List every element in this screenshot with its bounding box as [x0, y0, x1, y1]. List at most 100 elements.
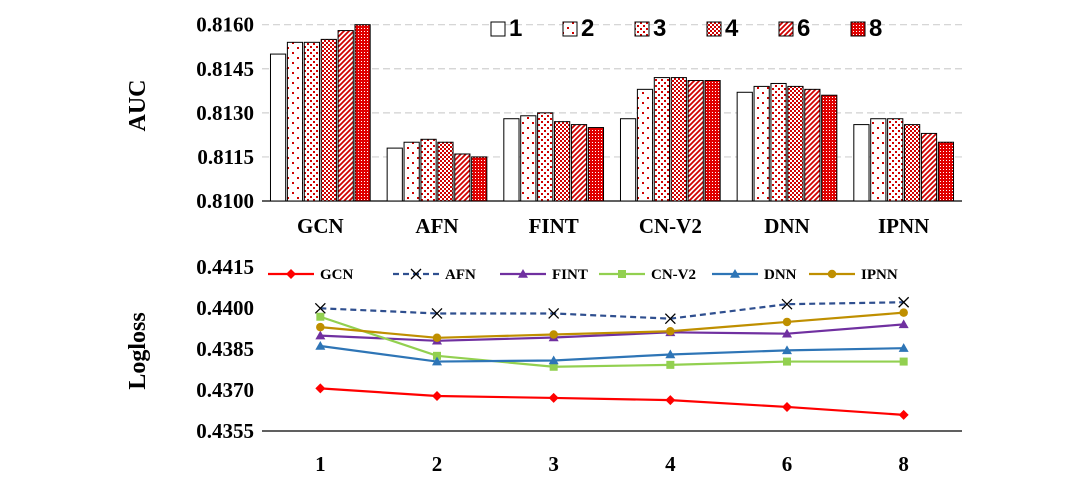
bar [386, 147, 403, 202]
bar [821, 94, 838, 202]
y-tick-label: 0.4415 [196, 255, 254, 279]
x-tick-label: IPNN [878, 214, 929, 238]
legend-swatch [706, 21, 722, 37]
legend-label: GCN [320, 267, 354, 283]
point-marker [782, 328, 792, 338]
point-marker [730, 269, 740, 278]
bar [554, 121, 571, 202]
bar [337, 30, 354, 202]
bar [354, 24, 371, 202]
legend-label: DNN [764, 267, 797, 283]
x-tick-label: 3 [548, 452, 559, 476]
bar [870, 118, 887, 202]
x-tick-label: AFN [415, 214, 458, 238]
bar [420, 138, 437, 202]
point-marker [666, 326, 675, 336]
point-marker [316, 312, 325, 321]
legend-swatch [562, 21, 578, 37]
legend-label: 8 [869, 15, 882, 42]
bar [619, 118, 637, 202]
bar [636, 88, 654, 202]
point-marker [316, 322, 325, 332]
point-marker [782, 345, 792, 355]
point-marker [431, 308, 443, 319]
x-tick-label: 2 [432, 452, 443, 476]
legend-swatch [490, 21, 506, 37]
bar [804, 88, 821, 202]
bar [403, 141, 420, 202]
legend-label: 1 [509, 15, 522, 42]
legend-swatch [850, 21, 866, 37]
bar [320, 38, 337, 202]
point-marker [781, 298, 793, 310]
y-tick-label: 0.4385 [196, 337, 254, 361]
x-tick-label: DNN [764, 214, 810, 238]
y-tick-label: 0.8100 [196, 189, 254, 213]
bar [454, 153, 471, 202]
legend-label: IPNN [861, 267, 898, 283]
point-marker [899, 357, 908, 366]
bar [520, 115, 537, 202]
legend-label: CN-V2 [651, 267, 696, 283]
bar [653, 77, 670, 202]
bar [269, 53, 287, 202]
y-tick-label: 0.8145 [196, 57, 254, 81]
series-line [320, 311, 904, 339]
legend-swatch [634, 21, 650, 37]
point-marker [432, 391, 442, 402]
legend-label: 6 [797, 15, 810, 42]
point-marker [548, 355, 559, 365]
point-marker [432, 333, 442, 343]
point-marker [782, 317, 792, 327]
point-marker [315, 340, 326, 350]
y-axis-label: Logloss [125, 312, 151, 389]
bar [937, 141, 955, 202]
bar [887, 118, 904, 202]
logloss-line-chart: 0.4355 0.4370 0.4385 0.4400 0.4415 1 2 3 4 6 8 GCN A… [125, 255, 962, 476]
point-marker [432, 356, 442, 366]
bar [687, 80, 704, 202]
point-marker [899, 308, 908, 317]
y-tick-label: 0.4370 [196, 378, 254, 402]
bar [920, 132, 938, 202]
point-marker [782, 401, 792, 412]
bar [736, 91, 753, 202]
legend-label: AFN [445, 267, 476, 283]
point-marker [665, 349, 676, 359]
point-marker [898, 409, 909, 420]
bar [503, 118, 520, 202]
bar [570, 124, 588, 202]
series-line [320, 323, 904, 342]
legend-label: FINT [552, 267, 588, 283]
point-marker [433, 351, 441, 360]
point-marker [518, 269, 528, 278]
point-marker [548, 308, 560, 319]
series-line [320, 387, 904, 416]
x-tick-label: FINT [529, 214, 579, 238]
x-tick-label: CN-V2 [639, 214, 702, 238]
y-tick-label: 0.8160 [196, 13, 254, 37]
series-line [320, 344, 904, 363]
bar [437, 141, 454, 202]
bar [303, 41, 320, 202]
point-marker [315, 330, 326, 340]
x-tick-label: GCN [297, 214, 344, 238]
bar [787, 85, 804, 202]
series-line [319, 315, 904, 368]
bar [753, 85, 770, 202]
point-marker [898, 319, 909, 329]
series-line [320, 301, 904, 320]
point-marker [665, 395, 676, 406]
bar [587, 127, 605, 202]
y-tick-label: 0.4400 [196, 296, 254, 320]
point-marker [548, 392, 559, 403]
point-marker [549, 330, 558, 339]
bar [286, 41, 304, 202]
point-marker [314, 302, 326, 314]
bar [537, 112, 554, 202]
bar [770, 82, 787, 202]
point-marker [618, 270, 626, 278]
y-axis-label: AUC [125, 80, 151, 132]
point-marker [898, 296, 910, 308]
